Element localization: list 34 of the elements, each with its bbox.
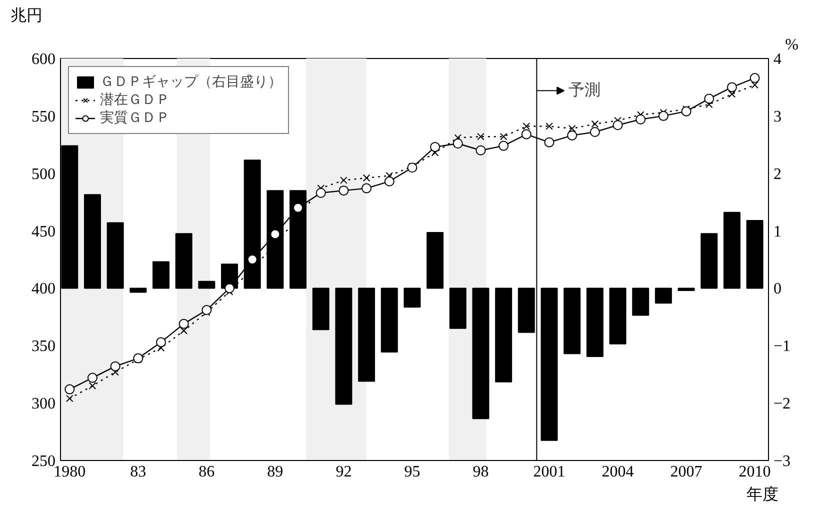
x-tick-label: 92 <box>336 464 352 480</box>
y-tick-label: 550 <box>32 108 56 126</box>
x-tick-label: 98 <box>472 464 489 480</box>
x-tick-label: 83 <box>130 464 146 480</box>
y-tick-label: 600 <box>32 51 56 68</box>
x-tick-label: 89 <box>267 464 284 480</box>
y2-tick-label: 2 <box>774 166 782 183</box>
y2-axis-title: % <box>785 36 798 54</box>
x-tick-label: 2007 <box>670 464 702 480</box>
y-tick-label: 500 <box>32 166 56 183</box>
x-tick-label: 2001 <box>533 464 566 480</box>
legend-label: ＧＤＰギャップ（右目盛り） <box>100 73 282 91</box>
y2-tick-label: 3 <box>774 108 782 126</box>
y-axis-title: 兆円 <box>10 6 42 24</box>
y2-tick-label: 4 <box>774 51 782 68</box>
x-tick-label: 1980 <box>54 464 86 480</box>
y-tick-label: 450 <box>32 223 56 240</box>
y2-tick-label: 1 <box>774 223 782 240</box>
legend-label: 潜在ＧＤＰ <box>100 92 170 109</box>
y-tick-label: 300 <box>32 396 56 413</box>
y-tick-label: 250 <box>32 453 56 470</box>
x-tick-label: 2010 <box>738 464 771 480</box>
x-tick-label: 95 <box>404 464 420 480</box>
y-tick-label: 350 <box>32 338 56 356</box>
y2-tick-label: −3 <box>774 453 791 470</box>
y2-tick-label: −2 <box>774 396 791 413</box>
x-axis-title: 年度 <box>746 486 778 504</box>
x-tick-label: 2004 <box>602 464 634 480</box>
y-tick-label: 400 <box>32 280 56 298</box>
ref-line-label: 予測 <box>568 81 601 100</box>
y2-tick-label: −1 <box>774 338 791 356</box>
legend-label: 実質ＧＤＰ <box>100 109 170 127</box>
x-tick-label: 86 <box>198 464 215 480</box>
y2-tick-label: 0 <box>774 280 782 298</box>
